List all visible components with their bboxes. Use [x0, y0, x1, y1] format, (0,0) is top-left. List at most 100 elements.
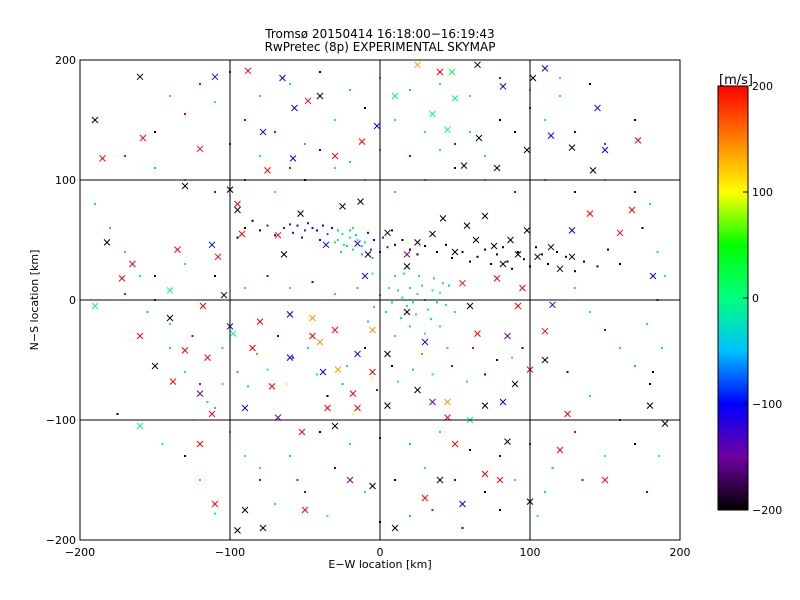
- data-point-x: [511, 380, 519, 388]
- data-point-x: [391, 92, 399, 100]
- data-point-dot: [604, 329, 606, 331]
- data-point-dot: [469, 95, 471, 97]
- colorbar-tick-label: 200: [752, 80, 773, 93]
- data-point-x: [661, 420, 669, 427]
- data-point-dot: [322, 224, 324, 227]
- data-point-dot: [289, 287, 291, 289]
- data-point-dot: [343, 243, 345, 246]
- data-point-dot: [574, 270, 576, 273]
- data-point-dot: [397, 380, 399, 383]
- data-point-x: [339, 203, 346, 210]
- data-point-dot: [427, 308, 429, 311]
- data-point-dot: [352, 227, 354, 229]
- data-point-x: [244, 67, 252, 75]
- data-point-x: [519, 284, 526, 292]
- data-point-dot: [319, 431, 321, 433]
- data-point-dot: [214, 191, 216, 193]
- data-point-x: [507, 236, 514, 244]
- data-point-dot: [214, 275, 216, 277]
- data-point-dot: [397, 289, 399, 292]
- data-point-dot: [499, 77, 501, 79]
- data-point-dot: [146, 311, 149, 313]
- data-point-x: [534, 253, 541, 261]
- data-point-dot: [94, 203, 96, 205]
- data-point-dot: [388, 287, 390, 289]
- x-tick-label: 100: [520, 546, 541, 559]
- data-point-x: [354, 404, 361, 412]
- data-point-dot: [292, 356, 294, 359]
- data-point-dot: [391, 301, 393, 304]
- data-point-dot: [247, 385, 249, 388]
- data-point-dot: [506, 260, 509, 263]
- data-point-dot: [421, 353, 423, 355]
- data-point-dot: [391, 365, 393, 367]
- data-point-dot: [355, 234, 357, 237]
- data-point-dot: [499, 455, 501, 457]
- data-point-x: [403, 308, 411, 316]
- data-point-x: [316, 338, 324, 346]
- data-point-dot: [356, 287, 359, 289]
- data-point-dot: [565, 255, 567, 258]
- data-point-x: [451, 95, 459, 102]
- data-point-x: [490, 242, 498, 250]
- data-point-x: [541, 327, 549, 335]
- data-point-x: [196, 440, 204, 448]
- colorbar-unit-label: [m/s]: [719, 73, 753, 88]
- data-point-dot: [326, 515, 329, 517]
- data-point-dot: [367, 231, 369, 234]
- data-point-x: [589, 167, 597, 174]
- data-point-dot: [424, 245, 426, 247]
- data-point-dot: [541, 253, 543, 256]
- data-point-dot: [346, 245, 348, 247]
- data-point-dot: [416, 293, 419, 295]
- data-point-dot: [523, 258, 525, 261]
- data-point-dot: [551, 467, 554, 469]
- data-point-x: [234, 527, 241, 534]
- data-point-dot: [109, 227, 111, 229]
- data-point-x: [369, 482, 376, 490]
- data-point-dot: [199, 83, 201, 85]
- data-point-dot: [454, 311, 456, 313]
- data-point-dot: [316, 373, 318, 376]
- data-point-x: [436, 476, 444, 484]
- data-point-x: [364, 251, 372, 258]
- data-point-x: [429, 110, 436, 118]
- data-point-x: [91, 302, 99, 310]
- data-point-x: [174, 246, 181, 253]
- data-point-x: [634, 137, 642, 144]
- data-point-x: [616, 229, 624, 237]
- data-point-dot: [400, 317, 402, 319]
- data-point-dot: [646, 491, 648, 493]
- data-point-dot: [583, 260, 585, 263]
- chart-subtitle: RwPretec (8p) EXPERIMENTAL SKYMAP: [265, 40, 496, 54]
- data-point-x: [322, 241, 330, 249]
- data-point-dot: [292, 231, 294, 234]
- data-point-dot: [461, 251, 464, 253]
- data-point-dot: [634, 119, 636, 121]
- data-point-x: [549, 301, 556, 309]
- data-point-dot: [169, 95, 171, 97]
- data-point-dot: [484, 155, 486, 157]
- data-point-dot: [244, 227, 246, 229]
- y-tick-label: 200: [55, 54, 76, 67]
- data-point-dot: [445, 243, 447, 246]
- data-point-dot: [556, 251, 558, 253]
- data-point-dot: [326, 233, 329, 235]
- data-point-dot: [274, 503, 276, 505]
- data-point-dot: [169, 347, 171, 349]
- data-point-dot: [259, 479, 261, 481]
- data-point-x: [196, 145, 204, 153]
- data-point-dot: [286, 383, 288, 385]
- colorbar-tick-label: −200: [752, 504, 782, 517]
- data-point-dot: [409, 515, 411, 517]
- data-point-dot: [191, 335, 194, 337]
- data-points-layer: [91, 61, 669, 534]
- data-point-dot: [544, 119, 546, 121]
- data-point-x: [459, 500, 466, 508]
- data-point-dot: [409, 89, 411, 91]
- data-point-x: [301, 506, 309, 514]
- data-point-x: [151, 362, 159, 370]
- data-point-x: [436, 68, 444, 76]
- data-point-x: [421, 338, 429, 346]
- data-point-dot: [352, 248, 354, 251]
